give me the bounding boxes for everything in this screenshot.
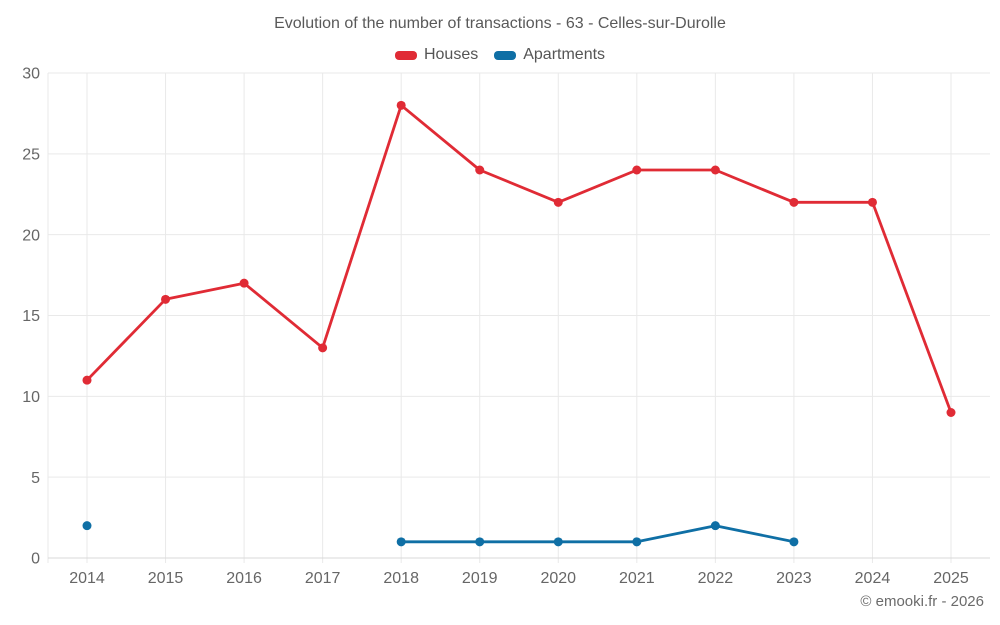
x-tick-label: 2017 [305, 570, 341, 587]
x-tick-label: 2020 [540, 570, 576, 587]
x-tick-label: 2024 [855, 570, 891, 587]
data-point-houses[interactable] [239, 278, 249, 288]
y-tick-label: 5 [31, 470, 40, 487]
data-point-houses[interactable] [396, 100, 406, 110]
legend-item-apartments[interactable]: Apartments [494, 46, 605, 64]
data-point-houses[interactable] [710, 165, 720, 175]
legend-swatch-icon [394, 50, 417, 60]
x-tick-label: 2022 [698, 570, 734, 587]
legend-swatch-icon [494, 50, 517, 60]
y-tick-label: 10 [22, 389, 40, 406]
legend-item-houses[interactable]: Houses [394, 46, 479, 64]
data-point-houses[interactable] [318, 343, 328, 353]
y-tick-label: 20 [22, 227, 40, 244]
x-tick-label: 2023 [776, 570, 812, 587]
x-tick-label: 2014 [69, 570, 105, 587]
data-point-apartments[interactable] [396, 537, 406, 547]
data-point-houses[interactable] [867, 197, 877, 207]
y-tick-label: 15 [22, 308, 40, 325]
x-tick-label: 2015 [148, 570, 184, 587]
data-point-apartments[interactable] [82, 521, 92, 531]
data-point-houses[interactable] [789, 197, 799, 207]
data-point-houses[interactable] [161, 294, 171, 304]
chart-legend: Houses Apartments [0, 46, 1000, 64]
data-point-houses[interactable] [632, 165, 642, 175]
data-point-houses[interactable] [946, 408, 956, 417]
data-point-houses[interactable] [553, 197, 563, 207]
series-line-houses [85, 103, 953, 414]
y-tick-label: 30 [22, 66, 40, 83]
y-tick-label: 0 [31, 551, 40, 568]
chart-title: Evolution of the number of transactions … [274, 15, 726, 32]
x-tick-label: 2019 [462, 570, 498, 587]
x-tick-label: 2021 [619, 570, 655, 587]
data-point-apartments[interactable] [632, 537, 642, 547]
data-point-apartments[interactable] [710, 521, 720, 531]
data-point-apartments[interactable] [475, 537, 485, 547]
x-tick-label: 2018 [383, 570, 419, 587]
data-point-houses[interactable] [82, 375, 92, 385]
data-point-apartments[interactable] [789, 537, 799, 547]
x-tick-label: 2016 [226, 570, 262, 587]
copyright-label: © emooki.fr - 2026 [860, 593, 984, 610]
data-point-houses[interactable] [475, 165, 485, 175]
legend-label: Apartments [523, 46, 606, 63]
series-line-apartments [399, 524, 796, 544]
x-tick-label: 2025 [933, 570, 969, 587]
data-point-apartments[interactable] [553, 537, 563, 547]
legend-label: Houses [423, 46, 479, 63]
y-tick-label: 25 [22, 146, 40, 163]
